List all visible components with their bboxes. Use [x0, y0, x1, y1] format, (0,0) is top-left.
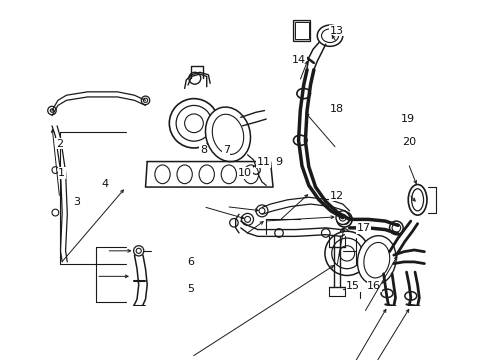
Circle shape	[332, 258, 342, 269]
Text: 10: 10	[238, 168, 252, 178]
Text: 15: 15	[346, 281, 360, 291]
Text: 1: 1	[58, 168, 65, 178]
Text: 9: 9	[275, 157, 282, 167]
Circle shape	[134, 341, 143, 350]
Circle shape	[242, 213, 253, 225]
Text: 6: 6	[187, 257, 195, 267]
Ellipse shape	[358, 236, 396, 285]
Circle shape	[48, 106, 56, 115]
Circle shape	[230, 219, 238, 227]
Text: 18: 18	[330, 104, 343, 114]
Text: 3: 3	[73, 197, 80, 207]
Circle shape	[141, 96, 150, 105]
Circle shape	[134, 246, 144, 256]
Circle shape	[256, 205, 268, 217]
Circle shape	[275, 229, 283, 237]
Text: 4: 4	[102, 179, 109, 189]
Text: 2: 2	[56, 139, 63, 149]
Text: 5: 5	[187, 284, 195, 294]
Text: 20: 20	[402, 137, 416, 147]
Bar	[294, 21, 311, 41]
Text: 14: 14	[292, 55, 306, 65]
Text: 17: 17	[357, 223, 371, 233]
Circle shape	[336, 211, 349, 225]
Text: 19: 19	[400, 114, 415, 124]
Circle shape	[189, 72, 201, 84]
Ellipse shape	[170, 99, 219, 148]
Text: 13: 13	[330, 26, 343, 36]
Text: 12: 12	[330, 191, 343, 201]
Ellipse shape	[390, 221, 403, 235]
Circle shape	[321, 229, 330, 237]
Ellipse shape	[325, 231, 369, 275]
Text: 7: 7	[222, 145, 230, 155]
Text: 11: 11	[257, 157, 271, 167]
Circle shape	[122, 335, 135, 348]
Text: 16: 16	[367, 281, 381, 291]
Bar	[295, 22, 309, 39]
Ellipse shape	[337, 212, 352, 227]
Ellipse shape	[408, 185, 427, 215]
Ellipse shape	[317, 25, 343, 46]
Ellipse shape	[205, 107, 250, 162]
Circle shape	[340, 229, 349, 237]
Text: 8: 8	[200, 145, 207, 155]
